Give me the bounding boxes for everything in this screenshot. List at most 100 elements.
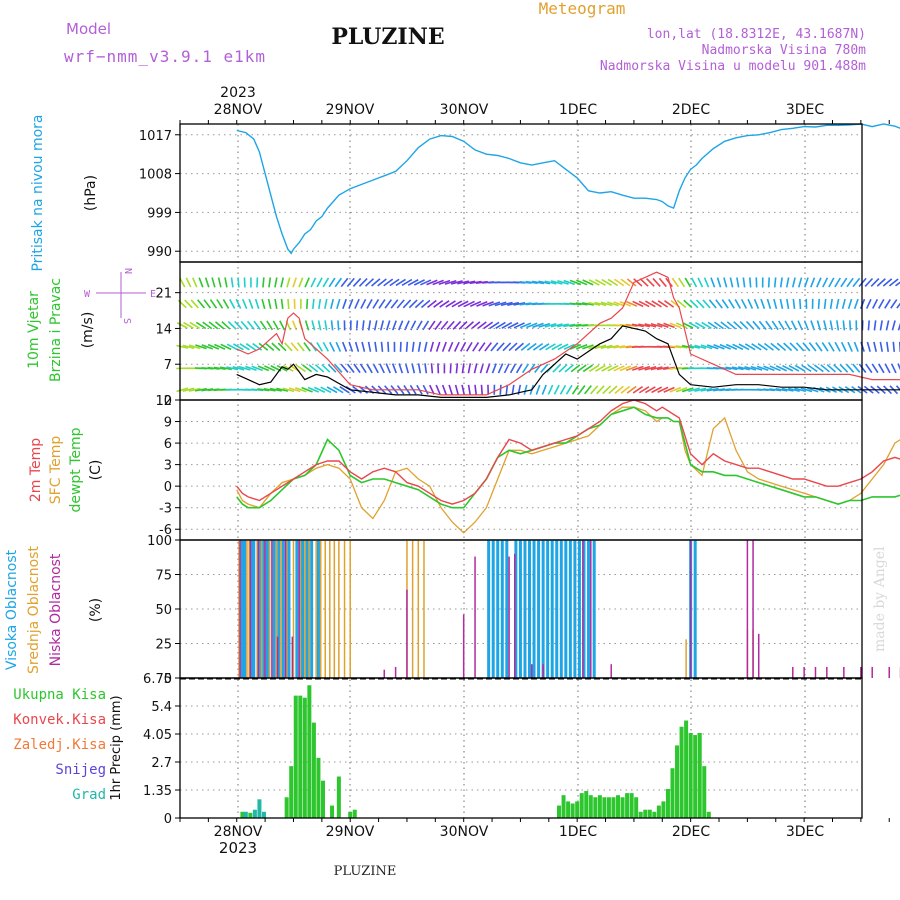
wind-barb <box>476 301 488 307</box>
wind-barb <box>333 386 344 394</box>
wind-barb <box>631 323 644 328</box>
wind-barb <box>571 384 580 395</box>
model-label: Model <box>66 20 111 38</box>
precip_total-bar <box>248 812 253 818</box>
wind-barb <box>330 320 334 331</box>
wind-barb <box>563 279 576 286</box>
low_cloud-bar <box>826 666 828 678</box>
wind-barb <box>700 344 713 350</box>
wind-barb <box>823 320 828 331</box>
wind-barb <box>324 320 328 331</box>
wind-barb <box>328 277 336 288</box>
wind-barb <box>398 363 404 374</box>
wind-barb <box>189 321 201 330</box>
wind-barb <box>507 301 520 306</box>
wind-barb <box>514 342 524 352</box>
precip-legend-item: Grad <box>72 787 106 803</box>
wind-barb <box>614 278 625 287</box>
wind-barb <box>639 278 649 287</box>
wind-barb <box>196 299 206 309</box>
wind-barb <box>873 320 877 331</box>
wind-barb <box>182 387 195 393</box>
wind-barb <box>191 277 198 288</box>
wind-barb <box>316 277 323 288</box>
wind-barb <box>581 302 594 306</box>
lonlat-label: lon,lat (18.8312E, 43.1687N) <box>647 27 866 42</box>
temp-tick-label: -3 <box>159 502 172 517</box>
wind-barb <box>413 279 425 286</box>
wind-barb <box>744 365 757 371</box>
wind-barb <box>364 278 375 287</box>
wind-barb <box>237 277 240 288</box>
wind-barb <box>490 342 499 352</box>
wind-barb <box>500 301 513 307</box>
wind-barb <box>261 298 266 309</box>
wind-barb <box>354 341 360 352</box>
wind-barb <box>207 343 220 350</box>
wind-tick-label: 14 <box>155 322 172 337</box>
wind-barb <box>385 363 391 374</box>
wind-barb <box>441 384 447 395</box>
wind-barb <box>429 341 435 352</box>
wind-barb <box>509 363 517 374</box>
wind-gust-line <box>236 271 900 396</box>
wind-barb <box>669 345 682 349</box>
wind-barb <box>288 387 301 393</box>
wind-tick-label: 0 <box>164 394 172 409</box>
wind-barb <box>569 279 582 286</box>
wind-barb <box>497 363 504 374</box>
wind-barb <box>532 280 545 285</box>
wind-barb <box>359 363 367 374</box>
wind-barb <box>891 320 896 331</box>
precip_total-bar <box>597 795 602 818</box>
low_cloud-bar <box>757 633 760 678</box>
wind-barb <box>340 363 349 373</box>
wind-barb <box>651 300 662 308</box>
precip_total-bar <box>616 795 621 818</box>
wind-barb <box>557 279 569 285</box>
mid_cloud-bar <box>246 540 248 678</box>
wind-barb <box>374 341 378 352</box>
wind-barb <box>538 322 551 328</box>
wind-barb <box>664 300 675 308</box>
mid_cloud-bar <box>338 540 340 678</box>
wind-barb <box>658 277 667 288</box>
wind-barb <box>736 277 740 288</box>
wind-barb <box>238 365 251 371</box>
wind-barb <box>801 364 812 373</box>
wind-barb <box>638 386 650 394</box>
precip_total-bar <box>561 795 566 818</box>
wind-barb <box>444 280 457 285</box>
wind-barb <box>886 341 890 352</box>
precip_total-bar <box>643 809 648 818</box>
high_cloud-bar <box>573 540 577 678</box>
high_cloud-bar <box>523 540 527 678</box>
wind-barb <box>778 320 785 331</box>
cloud-tick-label: 0 <box>164 672 172 687</box>
wind-barb <box>348 341 354 352</box>
mid_cloud-bar <box>329 540 331 678</box>
wind-barb <box>671 277 680 288</box>
wind-barb <box>252 342 263 351</box>
low_cloud-bar <box>249 540 252 678</box>
wind-barb <box>738 343 750 351</box>
wind-barb <box>434 320 442 331</box>
wind-barb <box>292 277 297 288</box>
wind-barb <box>817 298 821 309</box>
wind-barb <box>276 364 288 372</box>
wind-barb <box>480 384 484 395</box>
wind-barb <box>438 279 451 286</box>
wind-barb <box>507 322 519 329</box>
wind-barb <box>290 342 299 352</box>
day-label-top: 29NOV <box>326 102 375 118</box>
low_cloud-bar <box>514 553 516 678</box>
precip-legend-item: Ukupna Kisa <box>13 687 106 703</box>
wind-barb <box>384 299 393 309</box>
wind-barb <box>435 384 441 395</box>
model-altitude-label: Nadmorska Visina u modelu 901.488m <box>600 59 866 74</box>
wind-barb <box>264 342 275 352</box>
wind-barb <box>379 363 385 374</box>
wind-barb <box>873 341 877 352</box>
wind-barb <box>885 320 890 331</box>
wind-barb <box>703 277 710 288</box>
